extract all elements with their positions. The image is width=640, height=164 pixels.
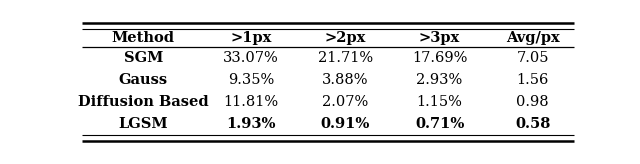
Text: >2px: >2px (324, 31, 366, 45)
Text: >3px: >3px (419, 31, 460, 45)
Text: 0.91%: 0.91% (321, 117, 370, 131)
Text: 0.58: 0.58 (515, 117, 550, 131)
Text: 2.07%: 2.07% (322, 95, 369, 109)
Text: 21.71%: 21.71% (318, 51, 373, 65)
Text: Avg/px: Avg/px (506, 31, 559, 45)
Text: 3.88%: 3.88% (322, 73, 369, 87)
Text: 11.81%: 11.81% (223, 95, 278, 109)
Text: 33.07%: 33.07% (223, 51, 279, 65)
Text: LGSM: LGSM (118, 117, 168, 131)
Text: 2.93%: 2.93% (417, 73, 463, 87)
Text: >1px: >1px (230, 31, 272, 45)
Text: Method: Method (112, 31, 175, 45)
Text: Diffusion Based: Diffusion Based (78, 95, 209, 109)
Text: 17.69%: 17.69% (412, 51, 467, 65)
Text: 1.56: 1.56 (516, 73, 548, 87)
Text: 7.05: 7.05 (516, 51, 549, 65)
Text: 0.98: 0.98 (516, 95, 549, 109)
Text: SGM: SGM (124, 51, 163, 65)
Text: 9.35%: 9.35% (228, 73, 275, 87)
Text: Gauss: Gauss (118, 73, 168, 87)
Text: 0.71%: 0.71% (415, 117, 464, 131)
Text: 1.15%: 1.15% (417, 95, 463, 109)
Text: 1.93%: 1.93% (227, 117, 276, 131)
